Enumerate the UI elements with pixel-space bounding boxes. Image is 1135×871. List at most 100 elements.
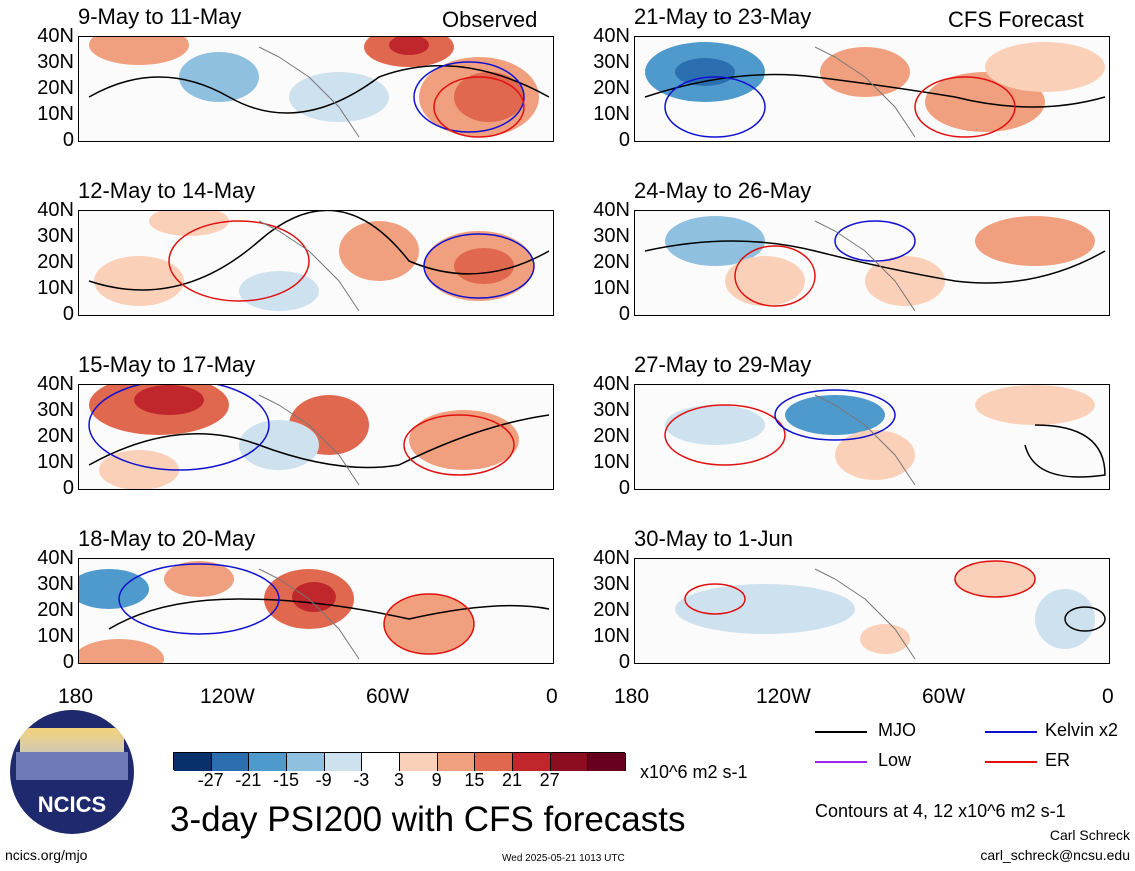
y-tick-label: 10N (593, 277, 630, 299)
map-panel-fcst-3 (634, 384, 1110, 490)
legend-line-low (815, 761, 867, 763)
y-tick-label: 0 (618, 651, 630, 673)
y-tick-label: 40N (37, 25, 74, 47)
colorbar-cell (400, 753, 438, 771)
panel-title: 18-May to 20-May (78, 526, 256, 551)
colorbar-cell (513, 753, 551, 771)
contours-note: Contours at 4, 12 x10^6 m2 s-1 (815, 801, 1066, 821)
colorbar-label: 9 (431, 770, 442, 790)
x-tick-label: 120W (756, 685, 811, 708)
y-tick-label: 0 (618, 303, 630, 325)
map-panel-obs-1 (78, 36, 554, 142)
colorbar-units: x10^6 m2 s-1 (640, 762, 748, 782)
legend-line-mjo (815, 731, 867, 733)
y-tick-label: 0 (618, 129, 630, 151)
y-tick-label: 10N (593, 103, 630, 125)
y-tick-label: 30N (593, 51, 630, 73)
x-tick-label: 0 (1102, 685, 1114, 708)
panel-title: 27-May to 29-May (634, 352, 812, 377)
colorbar-label: 3 (393, 770, 404, 790)
y-tick-label: 30N (37, 51, 74, 73)
y-tick-label: 40N (37, 547, 74, 569)
panel-title: 12-May to 14-May (78, 178, 256, 203)
map-panel-fcst-2 (634, 210, 1110, 316)
y-tick-label: 10N (37, 103, 74, 125)
y-tick-label: 20N (593, 251, 630, 273)
y-tick-label: 40N (37, 373, 74, 395)
y-tick-label: 20N (37, 77, 74, 99)
colorbar-label: -3 (353, 770, 370, 790)
y-tick-label: 10N (37, 451, 74, 473)
colorbar-label: 15 (464, 770, 485, 790)
x-tick-label: 180 (58, 685, 94, 708)
y-tick-label: 20N (37, 425, 74, 447)
panel-title: 24-May to 26-May (634, 178, 812, 203)
y-tick-label: 40N (593, 199, 630, 221)
timestamp: Wed 2025-05-21 1013 UTC (502, 853, 625, 864)
legend-label-kelvin: Kelvin x2 (1045, 720, 1119, 740)
y-tick-label: 30N (593, 573, 630, 595)
y-tick-label: 30N (37, 573, 74, 595)
colorbar-cell (324, 753, 363, 771)
y-tick-label: 30N (37, 225, 74, 247)
y-tick-label: 30N (37, 399, 74, 421)
x-tick-label: 120W (200, 685, 255, 708)
legend-line-kelvin (985, 731, 1037, 733)
map-panel-obs-2 (78, 210, 554, 316)
colorbar-cell (211, 753, 250, 771)
email[interactable]: carl_schreck@ncsu.edu (980, 847, 1130, 863)
panel-title: 15-May to 17-May (78, 352, 256, 377)
legend-label-er: ER (1045, 750, 1071, 770)
site-link[interactable]: ncics.org/mjo (5, 847, 88, 863)
y-tick-label: 10N (593, 625, 630, 647)
observed-label: Observed (442, 7, 538, 32)
map-panel-obs-4 (78, 558, 554, 664)
y-tick-label: 0 (62, 129, 74, 151)
colorbar-cell (249, 753, 287, 771)
y-tick-label: 10N (37, 625, 74, 647)
colorbar-cell (362, 753, 400, 771)
colorbar-label: -27 (197, 770, 224, 790)
y-tick-label: 10N (37, 277, 74, 299)
y-tick-label: 40N (593, 547, 630, 569)
main-title: 3-day PSI200 with CFS forecasts (170, 800, 686, 839)
y-tick-label: 0 (62, 477, 74, 499)
y-tick-label: 10N (593, 451, 630, 473)
colorbar-cell (174, 753, 212, 771)
colorbar-cell (475, 753, 513, 771)
colorbar-label: 21 (501, 770, 523, 790)
colorbar-cell (550, 753, 589, 771)
y-tick-label: 0 (62, 303, 74, 325)
legend-label-mjo: MJO (878, 720, 916, 740)
map-panel-fcst-1 (634, 36, 1110, 142)
y-tick-label: 20N (593, 599, 630, 621)
x-tick-label: 180 (614, 685, 650, 708)
ncics-logo: NCICS (10, 710, 134, 834)
map-panel-obs-3 (78, 384, 554, 490)
author: Carl Schreck (1049, 827, 1130, 843)
colorbar-label: 27 (539, 770, 560, 790)
panel-title: 21-May to 23-May (634, 4, 812, 29)
colorbar-label: -9 (315, 770, 332, 790)
y-tick-label: 0 (62, 651, 74, 673)
colorbar-cell (437, 753, 476, 771)
x-tick-label: 60W (366, 685, 410, 708)
map-panel-fcst-4 (634, 558, 1110, 664)
logo-text: NCICS (37, 792, 107, 817)
y-tick-label: 30N (593, 225, 630, 247)
y-tick-label: 30N (593, 399, 630, 421)
y-tick-label: 0 (618, 477, 630, 499)
y-tick-label: 40N (593, 373, 630, 395)
y-tick-label: 20N (593, 77, 630, 99)
colorbar-cell (287, 753, 325, 771)
colorbar-label: -15 (272, 770, 299, 790)
panel-title: 9-May to 11-May (78, 4, 242, 29)
colorbar (173, 752, 626, 771)
colorbar-cell (588, 753, 626, 771)
x-tick-label: 0 (546, 685, 558, 708)
legend-label-low: Low (878, 750, 912, 770)
y-tick-label: 20N (37, 251, 74, 273)
legend-line-er (985, 761, 1037, 763)
y-tick-label: 20N (593, 425, 630, 447)
forecast-label: CFS Forecast (948, 7, 1084, 32)
